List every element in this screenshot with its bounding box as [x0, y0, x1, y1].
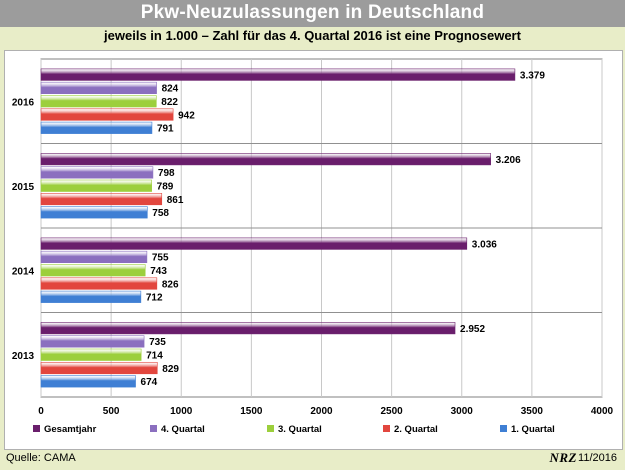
- legend-label: 4. Quartal: [161, 424, 205, 435]
- data-label: 2.952: [460, 324, 485, 335]
- data-label: 798: [158, 168, 175, 179]
- data-label: 712: [146, 293, 163, 304]
- legend-swatch: [267, 425, 274, 432]
- legend-label: 2. Quartal: [394, 424, 438, 435]
- legend-label: 3. Quartal: [278, 424, 322, 435]
- bar-3-quartal: [40, 264, 146, 277]
- bar-gesamtjahr: [40, 322, 456, 335]
- legend-swatch: [150, 425, 157, 432]
- data-label: 3.036: [472, 239, 497, 250]
- x-tick-label: 0: [38, 406, 44, 417]
- bar-3-quartal: [40, 348, 142, 361]
- data-label: 755: [152, 253, 169, 264]
- data-label: 789: [157, 182, 174, 193]
- bar-4-quartal: [40, 81, 157, 95]
- data-label: 829: [162, 364, 179, 375]
- y-category-label: 2015: [12, 182, 35, 193]
- bar-3-quartal: [40, 95, 157, 108]
- chart-subtitle: jeweils in 1.000 – Zahl für das 4. Quart…: [104, 28, 521, 43]
- publisher-logo: NRZ: [549, 450, 577, 465]
- x-tick-label: 2500: [381, 406, 404, 417]
- data-label: 714: [146, 351, 163, 362]
- data-label: 735: [149, 337, 166, 348]
- y-category-label: 2014: [12, 266, 35, 277]
- bar-4-quartal: [40, 166, 154, 179]
- legend-swatch: [500, 425, 507, 432]
- bar-1-quartal: [40, 290, 142, 303]
- data-label: 861: [167, 195, 184, 206]
- bar-gesamtjahr: [40, 68, 516, 81]
- data-label: 758: [152, 208, 169, 219]
- x-tick-label: 3000: [451, 406, 474, 417]
- bar-gesamtjahr: [40, 237, 468, 250]
- bar-gesamtjahr: [40, 153, 491, 166]
- data-label: 674: [141, 377, 158, 388]
- data-label: 826: [162, 279, 179, 290]
- x-tick-label: 2000: [310, 406, 333, 417]
- data-label: 942: [178, 110, 195, 121]
- bar-2-quartal: [40, 108, 174, 121]
- bar-1-quartal: [40, 206, 148, 219]
- data-label: 3.206: [496, 155, 521, 166]
- bar-2-quartal: [40, 277, 158, 290]
- x-tick-label: 1000: [170, 406, 193, 417]
- y-category-label: 2016: [12, 97, 35, 108]
- y-category-label: 2013: [12, 351, 35, 362]
- legend-swatch: [383, 425, 390, 432]
- data-label: 743: [150, 266, 167, 277]
- x-tick-label: 1500: [240, 406, 263, 417]
- data-label: 3.379: [520, 70, 545, 81]
- bar-chart: 0 500 1000 1500 2000 2500 3000 3500 4000 3.379 824…: [12, 58, 614, 435]
- chart-title: Pkw-Neuzulassungen in Deutschland: [140, 2, 485, 23]
- bar-4-quartal: [40, 335, 145, 348]
- publish-date: 11/2016: [578, 452, 617, 464]
- legend-label: 1. Quartal: [511, 424, 555, 435]
- title-band: [0, 0, 625, 27]
- source-note: Quelle: CAMA: [6, 452, 76, 464]
- x-tick-label: 4000: [591, 406, 614, 417]
- bar-4-quartal: [40, 250, 148, 263]
- x-tick-label: 500: [103, 406, 120, 417]
- data-label: 824: [162, 84, 179, 95]
- bar-2-quartal: [40, 361, 158, 375]
- data-label: 822: [161, 97, 178, 108]
- bar-1-quartal: [40, 121, 153, 134]
- legend-label: Gesamtjahr: [44, 424, 97, 435]
- x-tick-label: 3500: [521, 406, 544, 417]
- bar-1-quartal: [40, 375, 136, 388]
- chart-panel: 0 500 1000 1500 2000 2500 3000 3500 4000 3.379 824…: [4, 50, 623, 450]
- bar-2-quartal: [40, 193, 163, 206]
- bar-3-quartal: [40, 179, 152, 192]
- legend-swatch: [33, 425, 40, 432]
- data-label: 791: [157, 124, 174, 135]
